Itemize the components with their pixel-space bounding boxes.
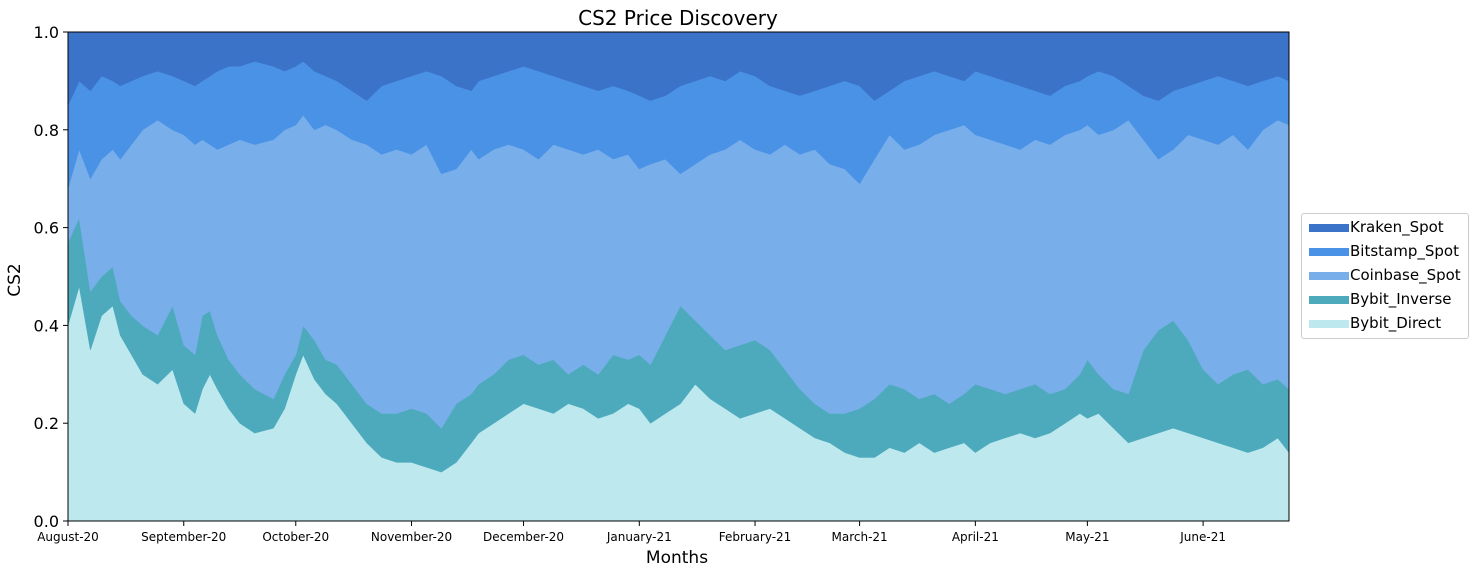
legend-swatch-kraken-spot <box>1309 224 1349 232</box>
x-axis: August-20 September-20 October-20 November-… <box>37 521 1226 544</box>
x-tick-label: June-21 <box>1179 530 1226 544</box>
area-kraken-spot <box>67 31 1290 106</box>
y-axis: 0.0 0.2 0.4 0.6 0.8 1.0 <box>34 23 68 531</box>
legend-item-bybit-inverse: Bybit_Inverse <box>1302 288 1468 312</box>
plot-frame <box>67 31 1290 522</box>
legend-item-bitstamp-spot: Bitstamp_Spot <box>1302 240 1468 264</box>
chart-title: CS2 Price Discovery <box>578 6 778 30</box>
x-tick-label: December-20 <box>483 530 564 544</box>
legend: Kraken_Spot Bitstamp_Spot Coinbase_Spot … <box>1301 213 1469 339</box>
x-tick-label: April-21 <box>952 530 999 544</box>
x-tick-label: November-20 <box>371 530 452 544</box>
legend-label-bitstamp-spot: Bitstamp_Spot <box>1350 242 1459 260</box>
legend-item-kraken-spot: Kraken_Spot <box>1302 216 1468 240</box>
y-axis-label: CS2 <box>5 263 25 296</box>
x-tick-label: February-21 <box>719 530 792 544</box>
x-tick-label: March-21 <box>832 530 888 544</box>
y-tick-label: 0.8 <box>34 121 59 140</box>
x-tick-label: January-21 <box>606 530 672 544</box>
legend-swatch-bybit-direct <box>1309 320 1349 328</box>
legend-label-bybit-direct: Bybit_Direct <box>1350 314 1442 332</box>
y-tick-label: 1.0 <box>34 23 59 42</box>
y-tick-label: 0.4 <box>34 316 59 335</box>
y-tick-label: 0.6 <box>34 219 59 238</box>
area-series-layer <box>67 31 1290 522</box>
y-tick-label: 0.2 <box>34 414 59 433</box>
legend-swatch-bybit-inverse <box>1309 296 1349 304</box>
x-tick-label: September-20 <box>141 530 226 544</box>
legend-label-kraken-spot: Kraken_Spot <box>1350 218 1444 236</box>
y-tick-label: 0.0 <box>34 512 59 531</box>
x-tick-label: August-20 <box>37 530 99 544</box>
x-tick-label: October-20 <box>262 530 329 544</box>
legend-swatch-coinbase-spot <box>1309 272 1349 280</box>
legend-swatch-bitstamp-spot <box>1309 248 1349 256</box>
legend-label-bybit-inverse: Bybit_Inverse <box>1350 290 1452 308</box>
x-tick-label: May-21 <box>1065 530 1109 544</box>
x-axis-label: Months <box>646 548 708 568</box>
legend-item-coinbase-spot: Coinbase_Spot <box>1302 264 1468 288</box>
legend-label-coinbase-spot: Coinbase_Spot <box>1350 266 1461 284</box>
legend-item-bybit-direct: Bybit_Direct <box>1302 312 1468 336</box>
